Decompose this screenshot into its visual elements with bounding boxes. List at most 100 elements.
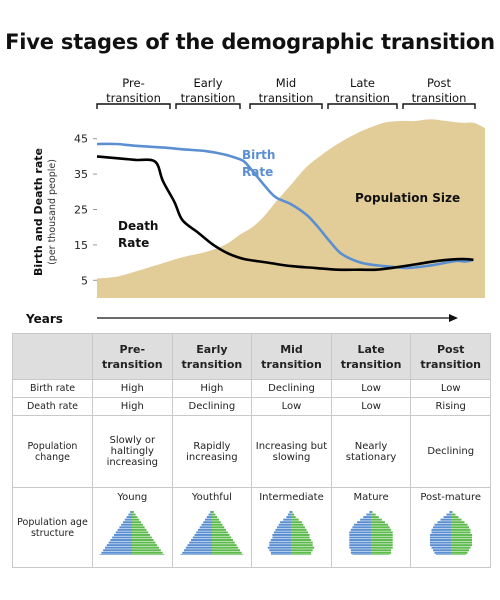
pyramid-bar-female [132,511,135,513]
pyramid-bar-female [291,513,295,516]
pyramid-bar-female [371,554,390,555]
pyramid-bar-male [349,544,372,547]
pyramid-bar-male [271,539,292,542]
pyramid-bar-female [371,521,386,524]
stage-bracket [96,103,171,109]
age-label: Youthful [191,492,232,503]
cell: Declining [251,379,332,398]
pyramid-bar-female [371,541,393,544]
stage-label: transition [181,91,236,105]
pyramid-bar-male [107,544,133,547]
pyramid-bar-female [132,531,149,534]
pyramid-bar-male [435,554,451,555]
pyramid-bar-male [203,521,212,524]
stage-header-text: Late [357,342,385,356]
cell: Slowly or haltingly increasing [92,415,173,488]
pyramid-bar-female [132,544,158,547]
pyramid-bar-female [450,536,472,539]
death-rate-annotation: Rate [118,236,149,250]
age-cell: Mature [330,487,412,568]
pyramid-bar-female [132,546,160,549]
cell: Low [330,397,412,416]
pyramid-bar-female [211,533,230,536]
pyramid-bar-male [194,533,212,536]
cell: Rising [410,397,491,416]
pyramid-bar-male [206,516,212,519]
population-size-annotation: Population Size [355,191,460,205]
pyramid-bar-male [431,528,451,531]
age-cell: Young [92,487,173,568]
stages-table: Pre-transition Early transition Mid transi… [12,333,491,568]
y-axis-sublabel: (per thousand people) [47,159,58,265]
pyramid-bar-male [277,526,292,529]
pyramid-bar-male [128,513,133,516]
pyramid-bar-female [450,518,462,521]
pyramid-bar-male [429,533,451,536]
pyramid-bar-male [189,541,212,544]
pyramid-bar-female [291,536,311,539]
pyramid-bar-female [371,516,379,519]
pyramid-bar-male [369,511,372,513]
pyramid-bar-male [108,541,133,544]
pyramid-bar-male [350,551,372,554]
pyramid-bar-male [271,551,292,554]
pyramid-bar-female [450,521,465,524]
y-tick-label: 35 [74,168,88,181]
pyramid-bar-male [204,518,212,521]
pyramid-bar-female [132,521,142,524]
pyramid-bar-male [357,521,372,524]
table-row-death-rate: Death rate High Declining Low Low Rising [12,397,491,416]
stage-header-text: transition [101,357,163,371]
years-arrow-head [449,314,458,322]
stage-header-text: transition [340,357,402,371]
pyramid-bar-female [450,533,472,536]
cell: Low [330,379,412,398]
cell: High [92,379,173,398]
stage-label: transition [412,91,467,105]
pyramid-bar-male [274,531,292,534]
row-label: Death rate [12,397,93,416]
row-label: Birth rate [12,379,93,398]
stage-header: Late transition [330,333,412,380]
cell: Declining [410,415,491,488]
stage-header-text: Pre- [119,342,146,356]
pyramid-bar-male [99,554,133,555]
pyramid-bar-female [291,549,314,552]
pyramid-bar-female [450,516,459,519]
pyramid-bar-male [197,528,212,531]
pyramid-bar-male [123,521,133,524]
pyramid-bar-male [446,513,451,516]
stage-bracket [249,103,323,109]
stage-label: Early [193,76,222,90]
pyramid-bar-female [291,526,306,529]
pyramid-bar-female [211,546,239,549]
pyramid-bar-female [132,523,144,526]
y-tick-label: 15 [74,239,88,252]
pyramid-bar-male [443,516,451,519]
pyramid-bar-male [434,523,451,526]
pyramid-bar-female [291,511,294,513]
pyramid-bar-male [201,523,212,526]
pyramid-bar-female [291,554,312,555]
death-rate-line [96,155,474,272]
stage-header-text: Mid [280,342,303,356]
pyramid-bar-male [275,528,292,531]
pyramid-bar-female [450,544,472,547]
pyramid-bar-female [291,528,307,531]
pyramid-bar-male [103,549,133,552]
pyramid-bar-male [363,516,372,519]
birth-rate-annotation: Rate [242,165,273,179]
y-tick-label: 45 [74,133,88,146]
pyramid-bar-male [114,533,133,536]
pyramid-bar-female [211,516,218,519]
death-rate-annotation: Death [118,219,158,233]
table-header-row: Pre-transition Early transition Mid transi… [12,333,491,380]
pyramid-bar-female [371,511,373,513]
pyramid-bar-male [350,528,372,531]
pyramid-bar-male [187,544,212,547]
stage-header: Early transition [171,333,253,380]
population-pyramid [99,511,165,555]
pyramid-bar-female [291,516,297,519]
pyramid-bar-female [132,516,138,519]
pyramid-bar-male [434,551,451,554]
